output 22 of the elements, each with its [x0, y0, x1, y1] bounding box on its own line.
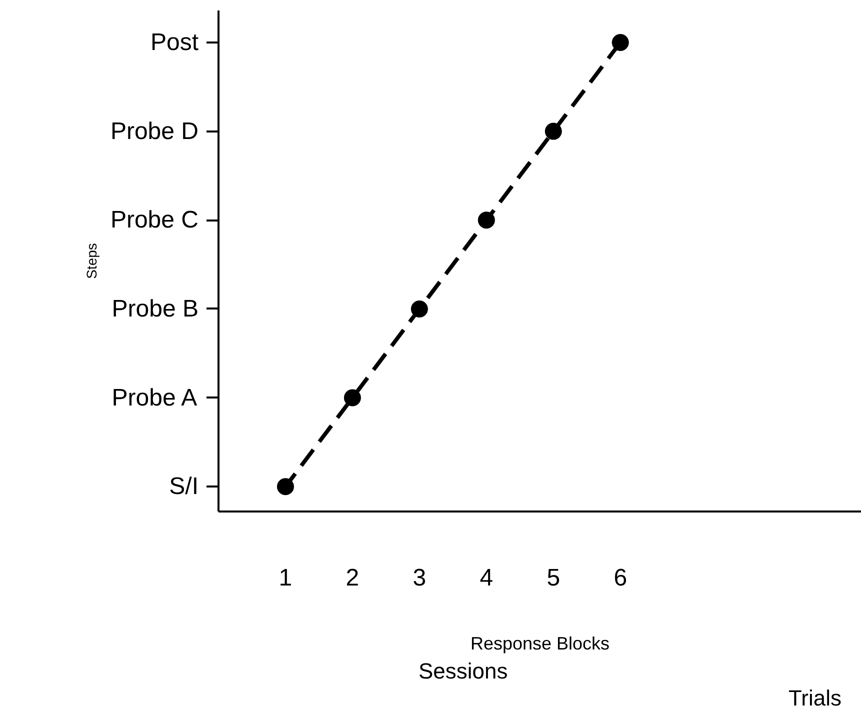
point	[276, 478, 294, 496]
x-tick-label: 4	[480, 564, 494, 592]
x-tick-label: 2	[346, 564, 360, 592]
point	[478, 212, 495, 229]
y-tick-label: Probe A	[112, 384, 198, 412]
x-tick-label: 1	[278, 564, 292, 592]
x-tick-label: 3	[412, 564, 426, 592]
point	[410, 300, 428, 318]
text: Sessions	[418, 658, 508, 684]
y-tick-label: Post	[150, 28, 199, 56]
x-tick-label: 6	[614, 564, 628, 592]
y-tick-label: Probe B	[112, 295, 198, 322]
y-axis-title: Steps	[83, 243, 100, 279]
y-tick-label: S/I	[169, 473, 198, 500]
point	[612, 34, 629, 51]
text: Trials	[788, 686, 842, 710]
point	[544, 122, 562, 140]
y-tick-label: Probe C	[110, 206, 199, 234]
point	[344, 389, 361, 406]
y-tick-label: Probe D	[110, 118, 199, 145]
x-tick-label: 5	[546, 564, 560, 592]
x-axis-title: Response Blocks	[470, 634, 610, 654]
